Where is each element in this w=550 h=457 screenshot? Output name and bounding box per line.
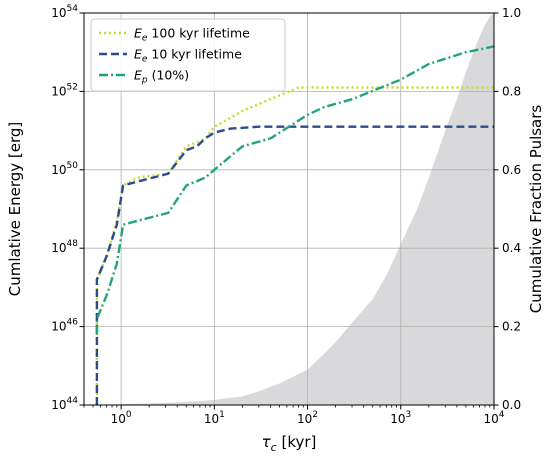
legend-label-0: Ee 100 kyr lifetime: [134, 26, 250, 44]
y-right-tick-label: 0.8: [502, 84, 521, 98]
y-left-tick-label: 1048: [51, 239, 78, 255]
plot-frame: [83, 12, 495, 406]
x-tick-label: 102: [297, 410, 318, 426]
y-right-tick-label: 1.0: [502, 6, 521, 20]
y-right-tick-label: 0.6: [502, 163, 521, 177]
y-right-tick-label: 0.4: [502, 241, 521, 255]
axis-labels-layer: τc [kyr] Cumlative Energy [erg] Cumulative…: [6, 105, 545, 454]
x-tick-label: 104: [483, 410, 504, 426]
y-right-tick-label: 0.0: [502, 398, 521, 412]
ticks-layer: 100 101 102 103 104 1044 1046 1048 1050 1052 1054 0…: [51, 4, 521, 426]
plot-frame-layer: [83, 12, 495, 406]
y-left-tick-label: 1054: [51, 4, 78, 20]
x-axis-label: τc [kyr]: [262, 433, 317, 454]
y-left-axis-label: Cumlative Energy [erg]: [6, 122, 24, 297]
y-left-tick-label: 1050: [51, 161, 78, 177]
series-layer: [95, 45, 495, 405]
x-tick-label: 100: [111, 410, 132, 426]
y-left-tick-label: 1044: [51, 396, 78, 412]
y-left-tick-label: 1052: [51, 82, 78, 98]
fraction-pulsars-area-layer: [96, 13, 494, 405]
fraction-pulsars-area: [96, 13, 494, 405]
series-line-2: [95, 45, 495, 335]
y-left-tick-label: 1046: [51, 318, 78, 334]
legend-box: [90, 18, 286, 92]
series-line-1: [95, 125, 494, 405]
legend: Ee 100 kyr lifetime Ee 10 kyr lifetime Ep …: [90, 18, 286, 92]
x-tick-label: 101: [204, 410, 225, 426]
legend-label-1: Ee 10 kyr lifetime: [134, 47, 242, 65]
y-right-axis-label: Cumulative Fraction Pulsars: [527, 105, 545, 314]
y-right-tick-label: 0.2: [502, 320, 521, 334]
legend-label-2: Ep (10%): [134, 68, 189, 86]
x-tick-label: 103: [390, 410, 411, 426]
